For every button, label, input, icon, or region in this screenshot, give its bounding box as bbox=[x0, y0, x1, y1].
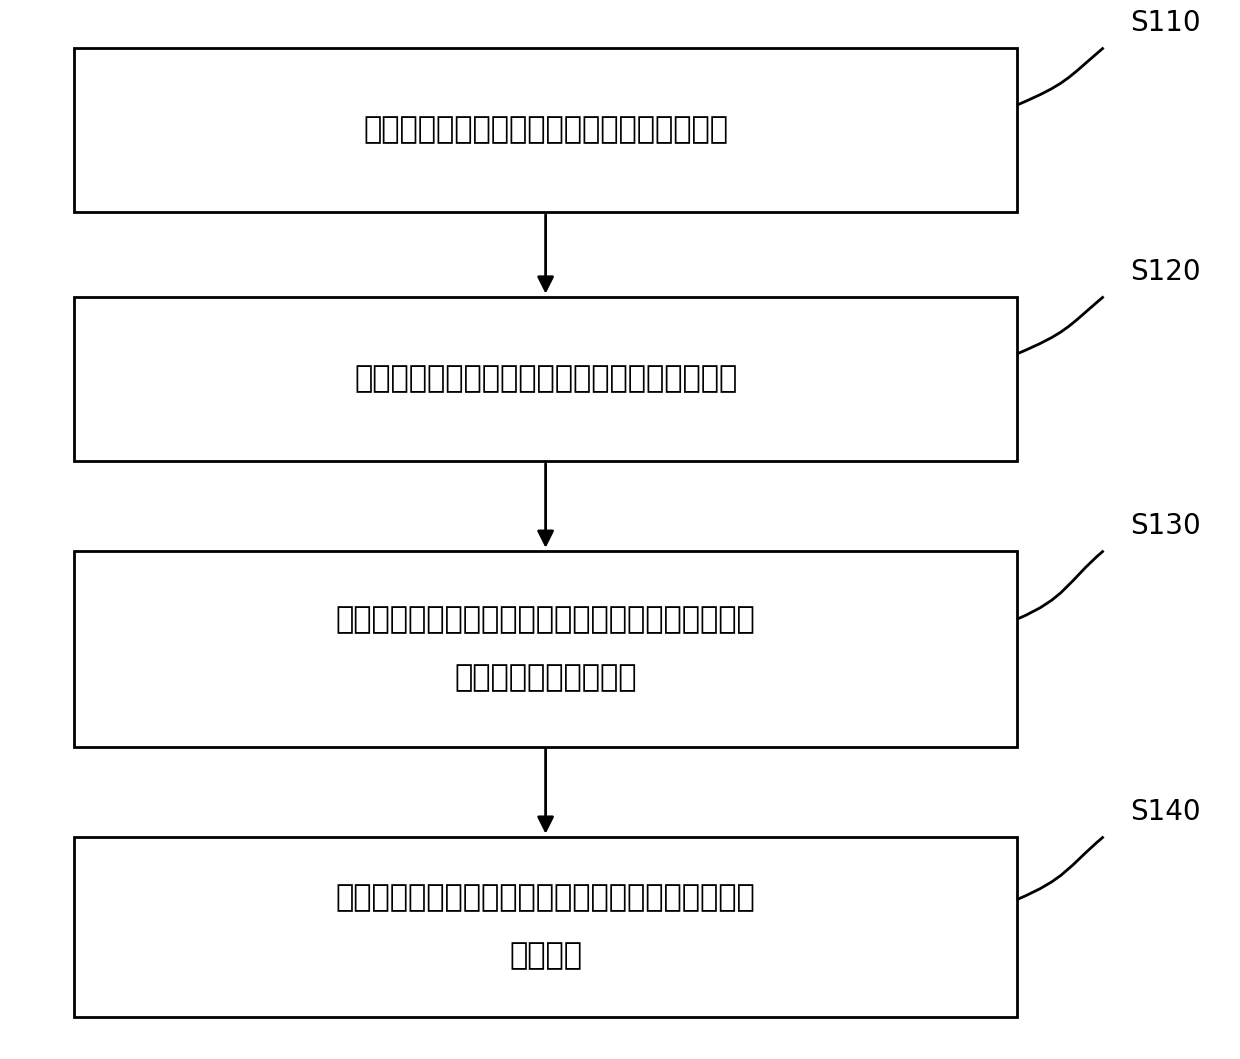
Bar bbox=[74, 48, 1017, 212]
Text: 获取多个运输计划，运输计划至少包括装车信息: 获取多个运输计划，运输计划至少包括装车信息 bbox=[353, 364, 738, 393]
Bar bbox=[74, 551, 1017, 747]
Text: 为运输线路的线路目的地配置至少一个配载地: 为运输线路的线路目的地配置至少一个配载地 bbox=[363, 115, 728, 144]
Text: 车辆配载: 车辆配载 bbox=[510, 941, 582, 970]
Text: 为符合筛选条件的运输计划结合对应的装车信息进行: 为符合筛选条件的运输计划结合对应的装车信息进行 bbox=[336, 883, 755, 912]
Text: S130: S130 bbox=[1130, 513, 1202, 540]
Text: 利用线路目的地和配载地从多个运输计划中筛选出符: 利用线路目的地和配载地从多个运输计划中筛选出符 bbox=[336, 605, 755, 634]
Text: 合筛选条件的运输计划: 合筛选条件的运输计划 bbox=[454, 663, 637, 693]
Text: S110: S110 bbox=[1131, 10, 1200, 37]
Bar bbox=[74, 837, 1017, 1017]
Bar bbox=[74, 297, 1017, 461]
Text: S140: S140 bbox=[1131, 798, 1200, 826]
Text: S120: S120 bbox=[1131, 258, 1200, 286]
